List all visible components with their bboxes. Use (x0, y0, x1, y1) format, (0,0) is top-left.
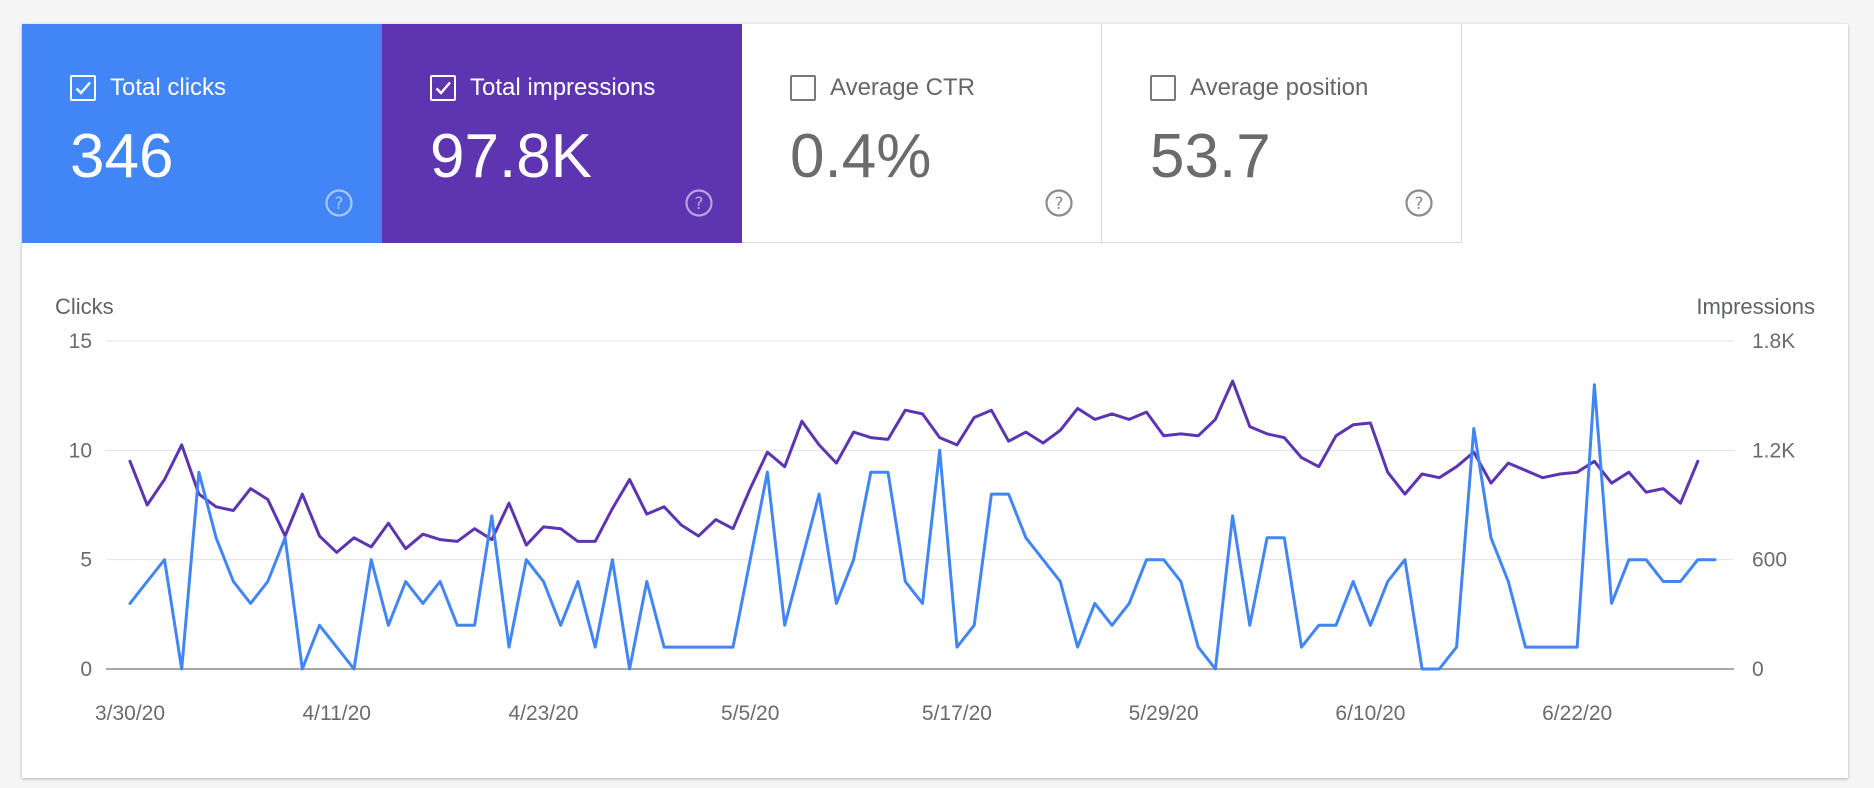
total-impressions-checkbox[interactable] (430, 75, 456, 101)
x-axis: 3/30/20 4/11/20 4/23/20 5/5/20 5/17/20 5/29/2… (95, 702, 1612, 725)
total-clicks-label: Total clicks (110, 74, 227, 101)
y-left-tick-label: 10 (69, 439, 92, 462)
help-icon[interactable]: ? (1404, 188, 1434, 218)
checkmark-icon (435, 81, 451, 95)
total-clicks-value: 346 (70, 122, 174, 191)
y-right-tick-label: 0 (1752, 658, 1764, 681)
total-impressions-card[interactable]: Total impressions 97.8K ? (382, 24, 742, 243)
y-axis-left: 0 5 10 15 (69, 330, 92, 681)
svg-text:?: ? (694, 194, 703, 214)
performance-panel: Total clicks 346 ? Total impressions 97.… (22, 24, 1848, 778)
y-axis-left-title: Clicks (55, 294, 114, 319)
y-axis-right: 0 600 1.2K 1.8K (1752, 330, 1795, 681)
average-ctr-card[interactable]: Average CTR 0.4% ? (742, 24, 1102, 243)
total-impressions-value: 97.8K (430, 122, 593, 191)
x-tick-label: 4/23/20 (508, 702, 578, 725)
x-tick-label: 6/22/20 (1542, 702, 1612, 725)
average-position-label: Average position (1190, 74, 1369, 101)
average-position-card[interactable]: Average position 53.7 ? (1102, 24, 1462, 243)
svg-text:?: ? (334, 194, 343, 214)
help-icon[interactable]: ? (1044, 188, 1074, 218)
total-clicks-checkbox[interactable] (70, 75, 96, 101)
average-position-checkbox[interactable] (1150, 75, 1176, 101)
help-icon[interactable]: ? (684, 188, 714, 218)
average-ctr-checkbox[interactable] (790, 75, 816, 101)
chart-series (128, 379, 1717, 671)
impressions-series-line (128, 379, 1700, 554)
y-right-tick-label: 1.2K (1752, 439, 1795, 462)
performance-chart: 0 5 10 15 0 600 1.2K 1.8K 3/30/20 4/11/20 4/23/2… (55, 294, 1815, 725)
clicks-series-line (128, 383, 1717, 671)
help-icon[interactable]: ? (324, 188, 354, 218)
x-tick-label: 6/10/20 (1335, 702, 1405, 725)
chart-gridlines (106, 340, 1734, 670)
average-ctr-label: Average CTR (830, 74, 975, 101)
average-position-value: 53.7 (1150, 122, 1271, 191)
y-right-tick-label: 600 (1752, 549, 1787, 572)
x-tick-label: 5/5/20 (721, 702, 779, 725)
x-tick-label: 5/17/20 (922, 702, 992, 725)
total-clicks-card[interactable]: Total clicks 346 ? (22, 24, 382, 243)
metric-cards: Total clicks 346 ? Total impressions 97.… (22, 24, 1462, 243)
y-left-tick-label: 0 (80, 658, 92, 681)
y-left-tick-label: 5 (80, 549, 92, 572)
y-axis-right-title: Impressions (1696, 294, 1815, 319)
svg-text:?: ? (1054, 194, 1063, 214)
svg-text:?: ? (1414, 194, 1423, 214)
total-impressions-label: Total impressions (470, 74, 656, 101)
x-tick-label: 4/11/20 (302, 702, 371, 725)
x-tick-label: 3/30/20 (95, 702, 165, 725)
average-ctr-value: 0.4% (790, 122, 932, 191)
y-left-tick-label: 15 (69, 330, 92, 353)
y-right-tick-label: 1.8K (1752, 330, 1795, 353)
x-tick-label: 5/29/20 (1129, 702, 1199, 725)
checkmark-icon (75, 81, 91, 95)
